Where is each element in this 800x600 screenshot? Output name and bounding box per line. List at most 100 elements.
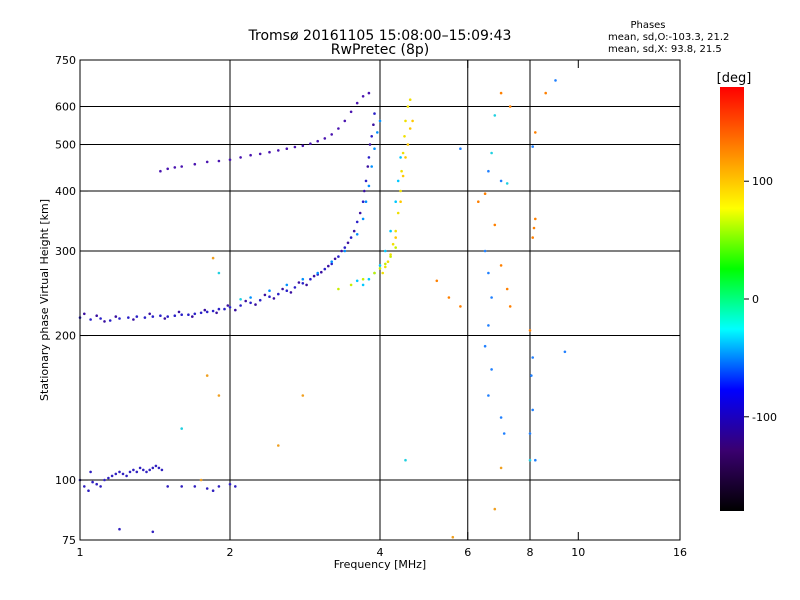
data-point — [285, 283, 289, 287]
data-point — [293, 145, 297, 149]
data-point — [180, 485, 183, 488]
data-point — [327, 264, 330, 268]
data-point — [406, 105, 410, 108]
data-point — [312, 274, 316, 278]
data-point — [340, 249, 343, 253]
data-point — [544, 91, 547, 95]
data-point — [263, 293, 267, 297]
data-point — [358, 211, 362, 215]
data-point — [406, 143, 410, 146]
data-point — [151, 466, 155, 470]
data-point — [107, 476, 110, 480]
data-point — [367, 156, 371, 159]
data-point — [373, 112, 376, 115]
data-point — [159, 314, 162, 318]
data-point — [293, 286, 297, 289]
data-point — [239, 298, 242, 301]
data-point — [277, 149, 280, 152]
data-point — [499, 179, 503, 183]
data-point — [389, 229, 392, 233]
data-point — [323, 137, 327, 140]
data-point — [343, 119, 347, 123]
data-point — [394, 229, 398, 233]
data-point — [163, 317, 167, 320]
data-point — [333, 257, 337, 261]
data-point — [396, 211, 400, 215]
y-tick-label: 100 — [55, 474, 76, 487]
data-point — [370, 165, 374, 168]
x-tick-label: 6 — [464, 546, 471, 559]
x-tick-label: 2 — [227, 546, 234, 559]
data-point — [281, 287, 284, 291]
data-point — [173, 314, 177, 318]
data-point — [249, 153, 252, 157]
data-point — [223, 307, 226, 311]
data-point — [490, 151, 493, 155]
data-point — [268, 295, 271, 299]
data-point — [226, 304, 230, 307]
axis-ticks: 1 2 4 6 8 10 16 75 100 200 300 400 500 600 750 — [55, 54, 687, 559]
data-point — [534, 217, 537, 221]
data-point — [531, 356, 534, 359]
data-point — [378, 119, 382, 123]
data-point — [166, 315, 169, 318]
data-point — [217, 485, 221, 488]
data-point — [399, 200, 402, 203]
data-point — [91, 480, 94, 484]
data-point — [532, 226, 536, 230]
data-point — [199, 478, 203, 482]
data-point — [493, 223, 497, 227]
data-point — [487, 394, 490, 397]
data-point — [173, 166, 177, 169]
data-point — [493, 507, 497, 511]
data-point — [217, 307, 221, 311]
data-point — [399, 189, 402, 193]
data-point — [268, 150, 271, 154]
data-point — [373, 147, 376, 150]
data-point — [483, 344, 487, 348]
data-point — [114, 315, 118, 318]
data-point — [114, 472, 118, 476]
data-point — [83, 485, 86, 488]
data-point — [404, 458, 407, 462]
data-point — [384, 265, 387, 269]
data-point — [301, 282, 305, 285]
data-point — [563, 350, 567, 354]
data-point — [258, 298, 262, 302]
data-point — [459, 147, 462, 150]
data-point — [244, 299, 247, 303]
data-point — [487, 324, 490, 327]
data-point — [289, 291, 293, 294]
colorbar-tick-label: -100 — [752, 411, 777, 424]
data-point — [361, 277, 365, 281]
data-point — [301, 394, 305, 397]
data-point — [346, 241, 350, 245]
data-point — [403, 135, 406, 138]
data-point — [502, 432, 506, 435]
y-tick-label: 750 — [55, 54, 76, 67]
data-point — [95, 482, 98, 486]
data-point — [193, 485, 197, 488]
colorbar-label: [deg] — [717, 71, 752, 86]
data-point — [199, 311, 203, 315]
data-point — [320, 270, 323, 274]
data-point — [483, 249, 487, 253]
data-point — [87, 489, 90, 493]
data-point — [530, 374, 533, 377]
y-tick-label: 300 — [55, 245, 76, 258]
data-point — [135, 470, 139, 474]
data-point — [451, 535, 455, 539]
data-point — [337, 255, 340, 258]
x-tick-label: 8 — [527, 546, 534, 559]
data-point — [381, 271, 385, 275]
data-point — [394, 236, 398, 239]
data-point — [499, 91, 503, 95]
data-point — [108, 319, 112, 322]
data-point — [193, 312, 197, 316]
data-point — [349, 236, 353, 239]
data-point — [378, 264, 382, 267]
data-point — [493, 114, 497, 117]
data-point — [193, 162, 197, 166]
data-point — [132, 468, 135, 472]
data-point — [389, 253, 392, 256]
